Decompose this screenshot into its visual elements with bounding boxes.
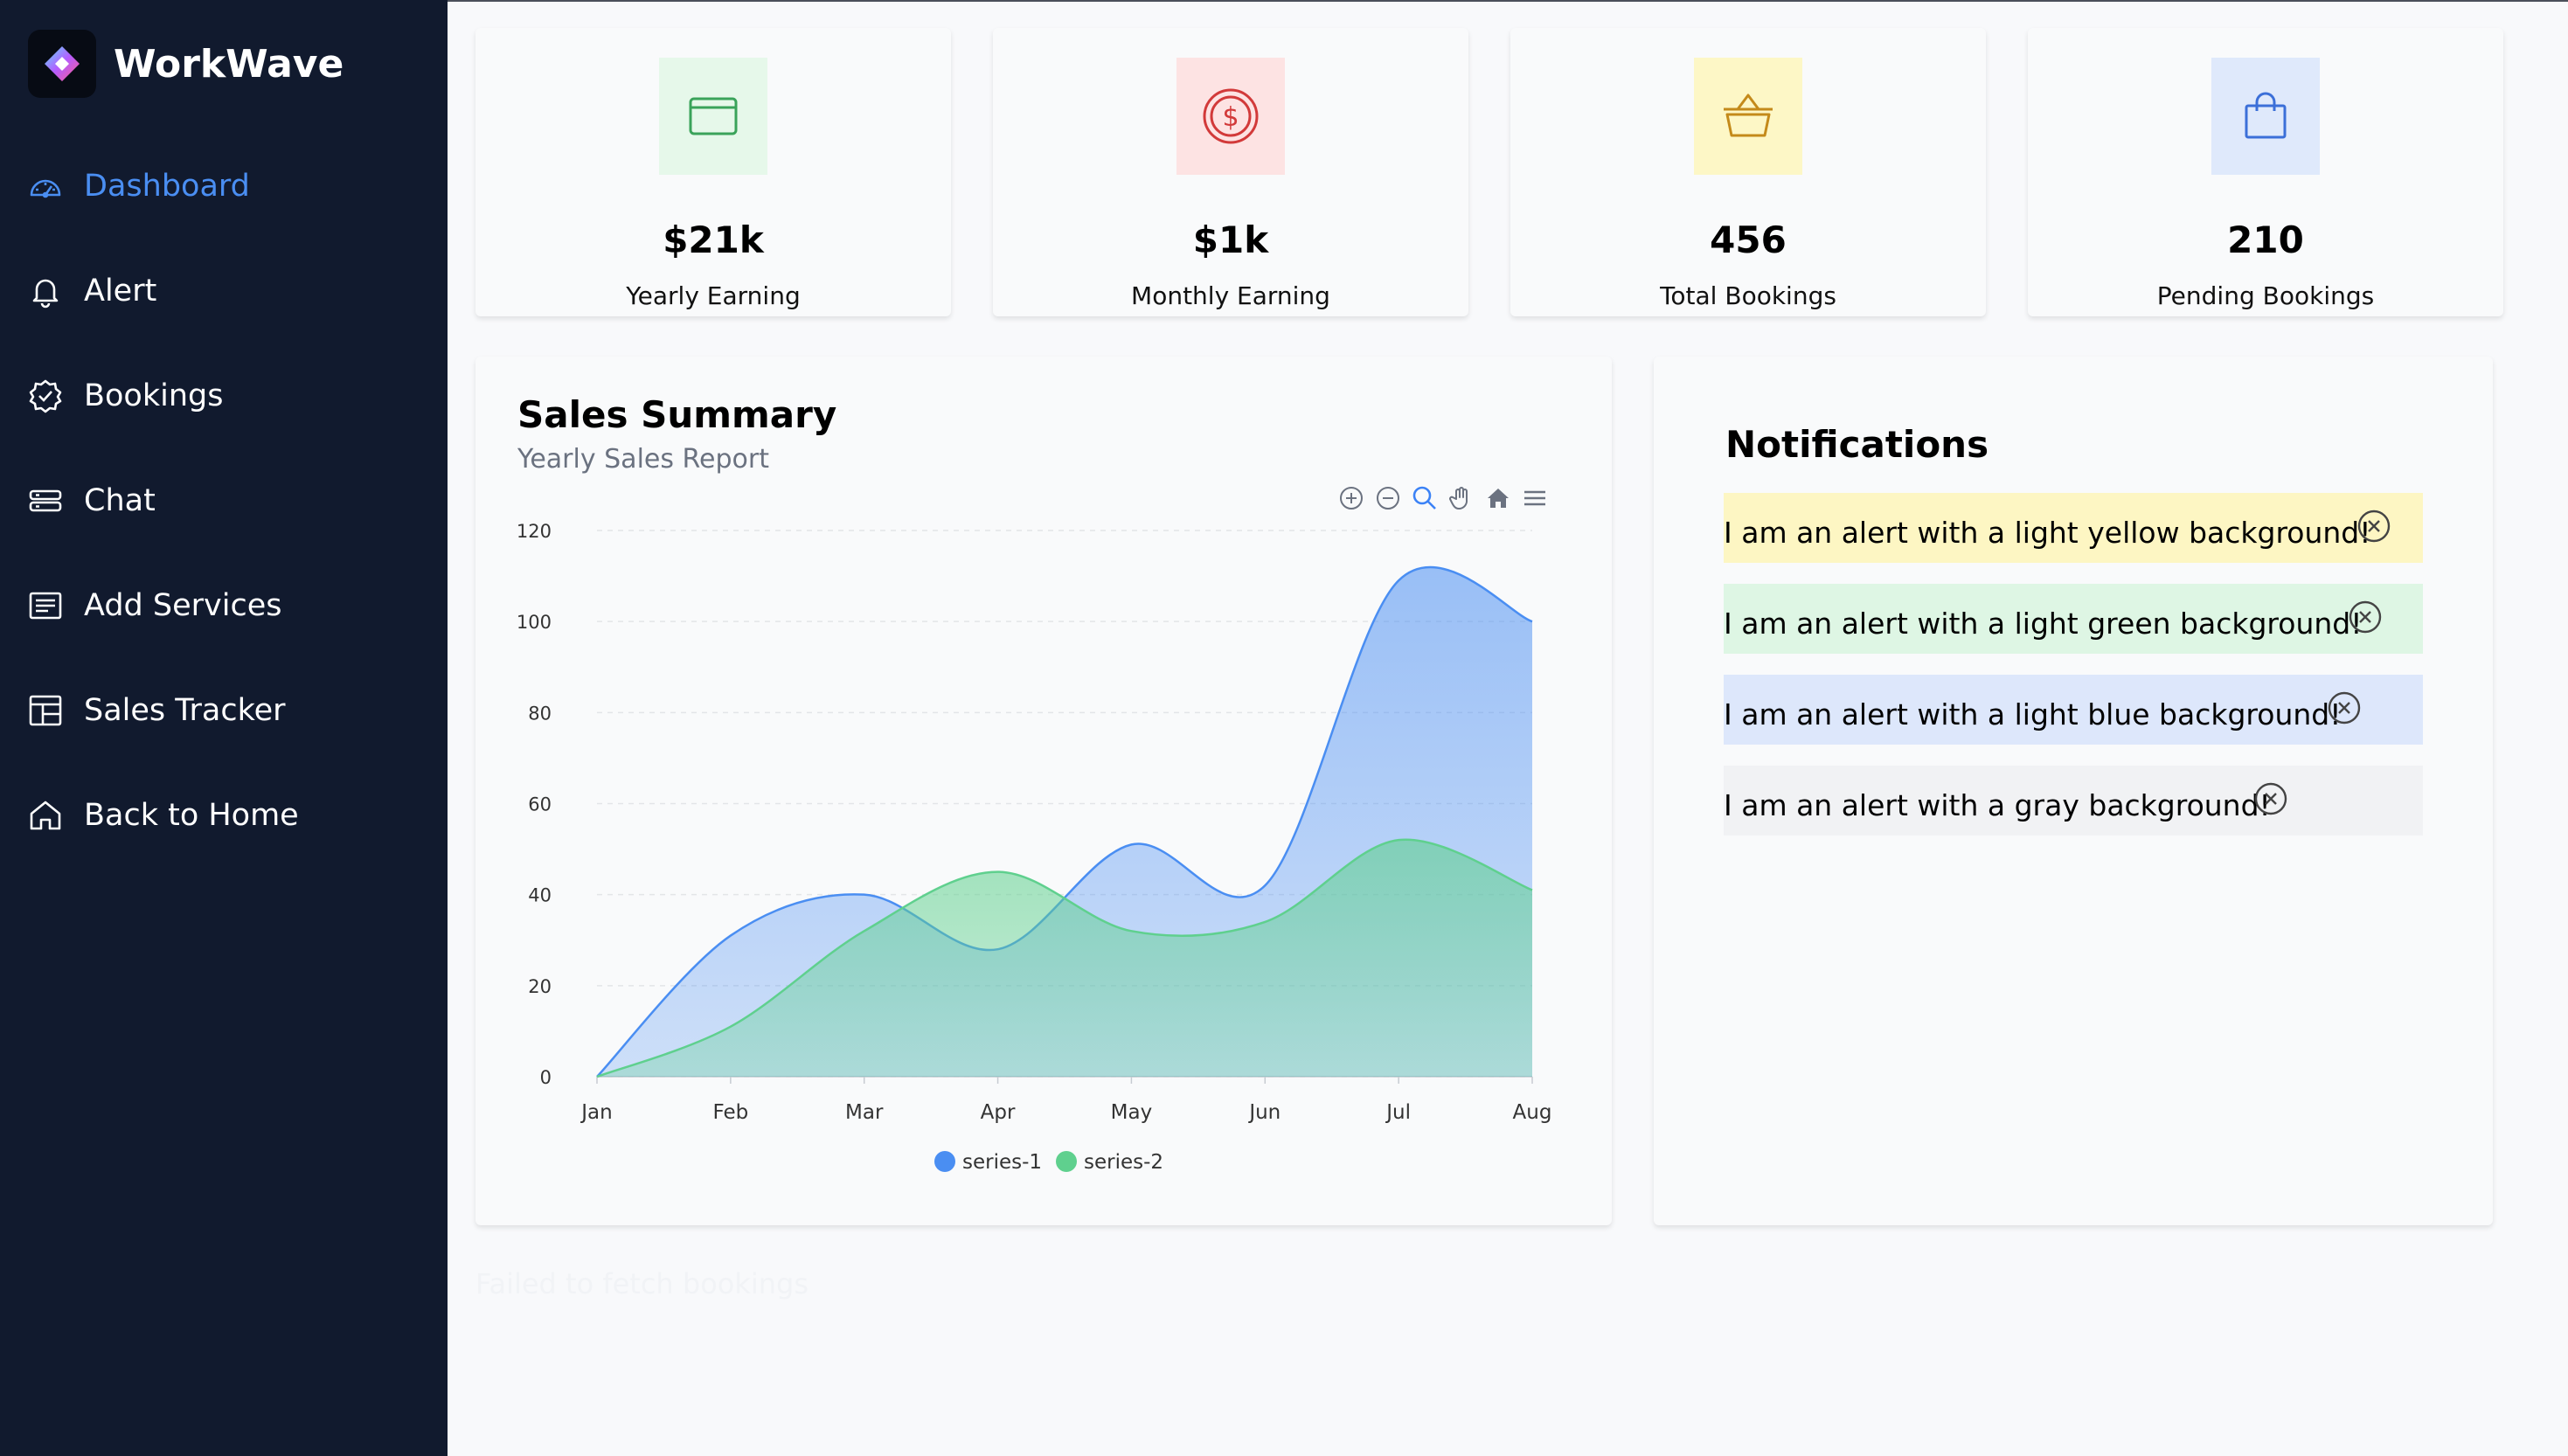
home-icon <box>26 796 65 835</box>
stat-label: Yearly Earning <box>626 281 801 310</box>
alert-text: I am an alert with a light green backgro… <box>1724 607 2363 641</box>
shopping-bag-icon <box>2211 58 2320 175</box>
dashboard-gauge-icon <box>26 167 65 205</box>
legend-marker-series-2 <box>1056 1151 1077 1172</box>
y-tick-label: 100 <box>517 612 552 633</box>
stat-label: Monthly Earning <box>1131 281 1330 310</box>
series-line-series-1 <box>596 565 1533 1078</box>
pan-hand-icon[interactable] <box>1446 482 1477 514</box>
notifications-title: Notifications <box>1725 423 1989 466</box>
sidebar-item-label: Add Services <box>84 588 282 623</box>
series-line-series-2 <box>596 838 1533 1078</box>
y-tick-label: 40 <box>528 885 552 906</box>
bell-icon <box>26 272 65 310</box>
y-tick-label: 20 <box>528 976 552 997</box>
dollar-coin-icon: $ <box>1176 58 1285 175</box>
alert-green: I am an alert with a light green backgro… <box>1724 584 2423 654</box>
app-logo-icon <box>28 30 96 98</box>
series-area-series-2 <box>597 839 1532 1077</box>
stat-value: 210 <box>2227 218 2304 261</box>
server-stack-icon <box>26 482 65 520</box>
alert-blue: I am an alert with a light blue backgrou… <box>1724 675 2423 745</box>
top-border <box>0 0 2568 2</box>
alert-text: I am an alert with a light yellow backgr… <box>1724 516 2371 550</box>
sidebar-item-alert[interactable]: Alert <box>26 263 156 319</box>
sidebar-item-back-to-home[interactable]: Back to Home <box>26 787 299 843</box>
sidebar-item-dashboard[interactable]: Dashboard <box>26 158 250 214</box>
sidebar-item-label: Sales Tracker <box>84 693 286 728</box>
close-circle-icon[interactable] <box>2327 690 2362 725</box>
x-tick-label: Mar <box>845 1101 884 1124</box>
x-tick-label: Jul <box>1385 1101 1411 1124</box>
sales-summary-card: Sales Summary Yearly Sales Report 0 20 40 6… <box>475 357 1612 1225</box>
stat-card-yearly-earning: $21k Yearly Earning <box>475 28 951 316</box>
sidebar-item-sales-tracker[interactable]: Sales Tracker <box>26 683 286 738</box>
y-tick-label: 120 <box>517 521 552 542</box>
chart-toolbar <box>1336 482 1551 514</box>
y-tick-label: 0 <box>540 1067 552 1088</box>
alert-text: I am an alert with a light blue backgrou… <box>1724 697 2342 731</box>
stat-label: Pending Bookings <box>2156 281 2375 310</box>
layout-grid-icon <box>26 691 65 730</box>
legend-label: series-1 <box>962 1151 1042 1174</box>
x-tick-label: May <box>1111 1101 1153 1124</box>
sidebar-item-label: Alert <box>84 274 157 309</box>
y-tick-label: 60 <box>528 794 552 815</box>
sidebar-item-label: Bookings <box>84 378 224 413</box>
zoom-out-icon[interactable] <box>1372 482 1404 514</box>
y-tick-label: 80 <box>528 703 552 724</box>
sidebar-item-label: Chat <box>84 483 156 518</box>
badge-check-icon <box>26 377 65 415</box>
sidebar-item-label: Dashboard <box>84 169 250 204</box>
stat-value: $1k <box>1192 218 1269 261</box>
alert-text: I am an alert with a gray background! <box>1724 788 2271 822</box>
reset-home-icon[interactable] <box>1482 482 1514 514</box>
x-tick-label: Feb <box>712 1101 748 1124</box>
sales-subtitle: Yearly Sales Report <box>517 444 769 475</box>
list-document-icon <box>26 586 65 625</box>
menu-icon[interactable] <box>1519 482 1551 514</box>
x-tick-label: Jun <box>1247 1101 1281 1124</box>
stat-card-monthly-earning: $ $1k Monthly Earning <box>993 28 1468 316</box>
sidebar-item-chat[interactable]: Chat <box>26 473 156 529</box>
legend-label: series-2 <box>1084 1151 1163 1174</box>
app-name: WorkWave <box>114 41 344 87</box>
fetch-error-text: Failed to fetch bookings <box>475 1267 809 1300</box>
sales-area-chart: 0 20 40 60 80 100 120 Jan Feb Mar Apr May Jun Jul Aug s… <box>517 521 1552 1174</box>
magnifier-icon[interactable] <box>1409 482 1440 514</box>
stat-card-total-bookings: 456 Total Bookings <box>1510 28 1986 316</box>
x-tick-label: Aug <box>1513 1101 1552 1124</box>
alert-yellow: I am an alert with a light yellow backgr… <box>1724 493 2423 563</box>
sidebar-item-add-services[interactable]: Add Services <box>26 578 281 634</box>
basket-icon <box>1694 58 1802 175</box>
zoom-in-icon[interactable] <box>1336 482 1367 514</box>
brand[interactable]: WorkWave <box>28 30 344 98</box>
sales-title: Sales Summary <box>517 393 837 436</box>
x-tick-label: Jan <box>580 1101 612 1124</box>
close-circle-icon[interactable] <box>2348 600 2383 634</box>
notifications-card: Notifications I am an alert with a light… <box>1654 357 2493 1225</box>
stat-label: Total Bookings <box>1660 281 1836 310</box>
wallet-icon <box>659 58 767 175</box>
svg-text:$: $ <box>1222 102 1239 133</box>
x-tick-label: Apr <box>981 1101 1016 1124</box>
legend-marker-series-1 <box>934 1151 955 1172</box>
alert-gray: I am an alert with a gray background! <box>1724 766 2423 835</box>
stat-card-pending-bookings: 210 Pending Bookings <box>2028 28 2503 316</box>
stat-value: $21k <box>663 218 764 261</box>
close-circle-icon[interactable] <box>2356 509 2391 544</box>
sidebar-item-bookings[interactable]: Bookings <box>26 368 223 424</box>
sidebar: WorkWave Dashboard Alert Bookings Chat A… <box>0 0 448 1456</box>
close-circle-icon[interactable] <box>2253 781 2288 816</box>
stat-value: 456 <box>1710 218 1787 261</box>
sidebar-item-label: Back to Home <box>84 798 299 833</box>
